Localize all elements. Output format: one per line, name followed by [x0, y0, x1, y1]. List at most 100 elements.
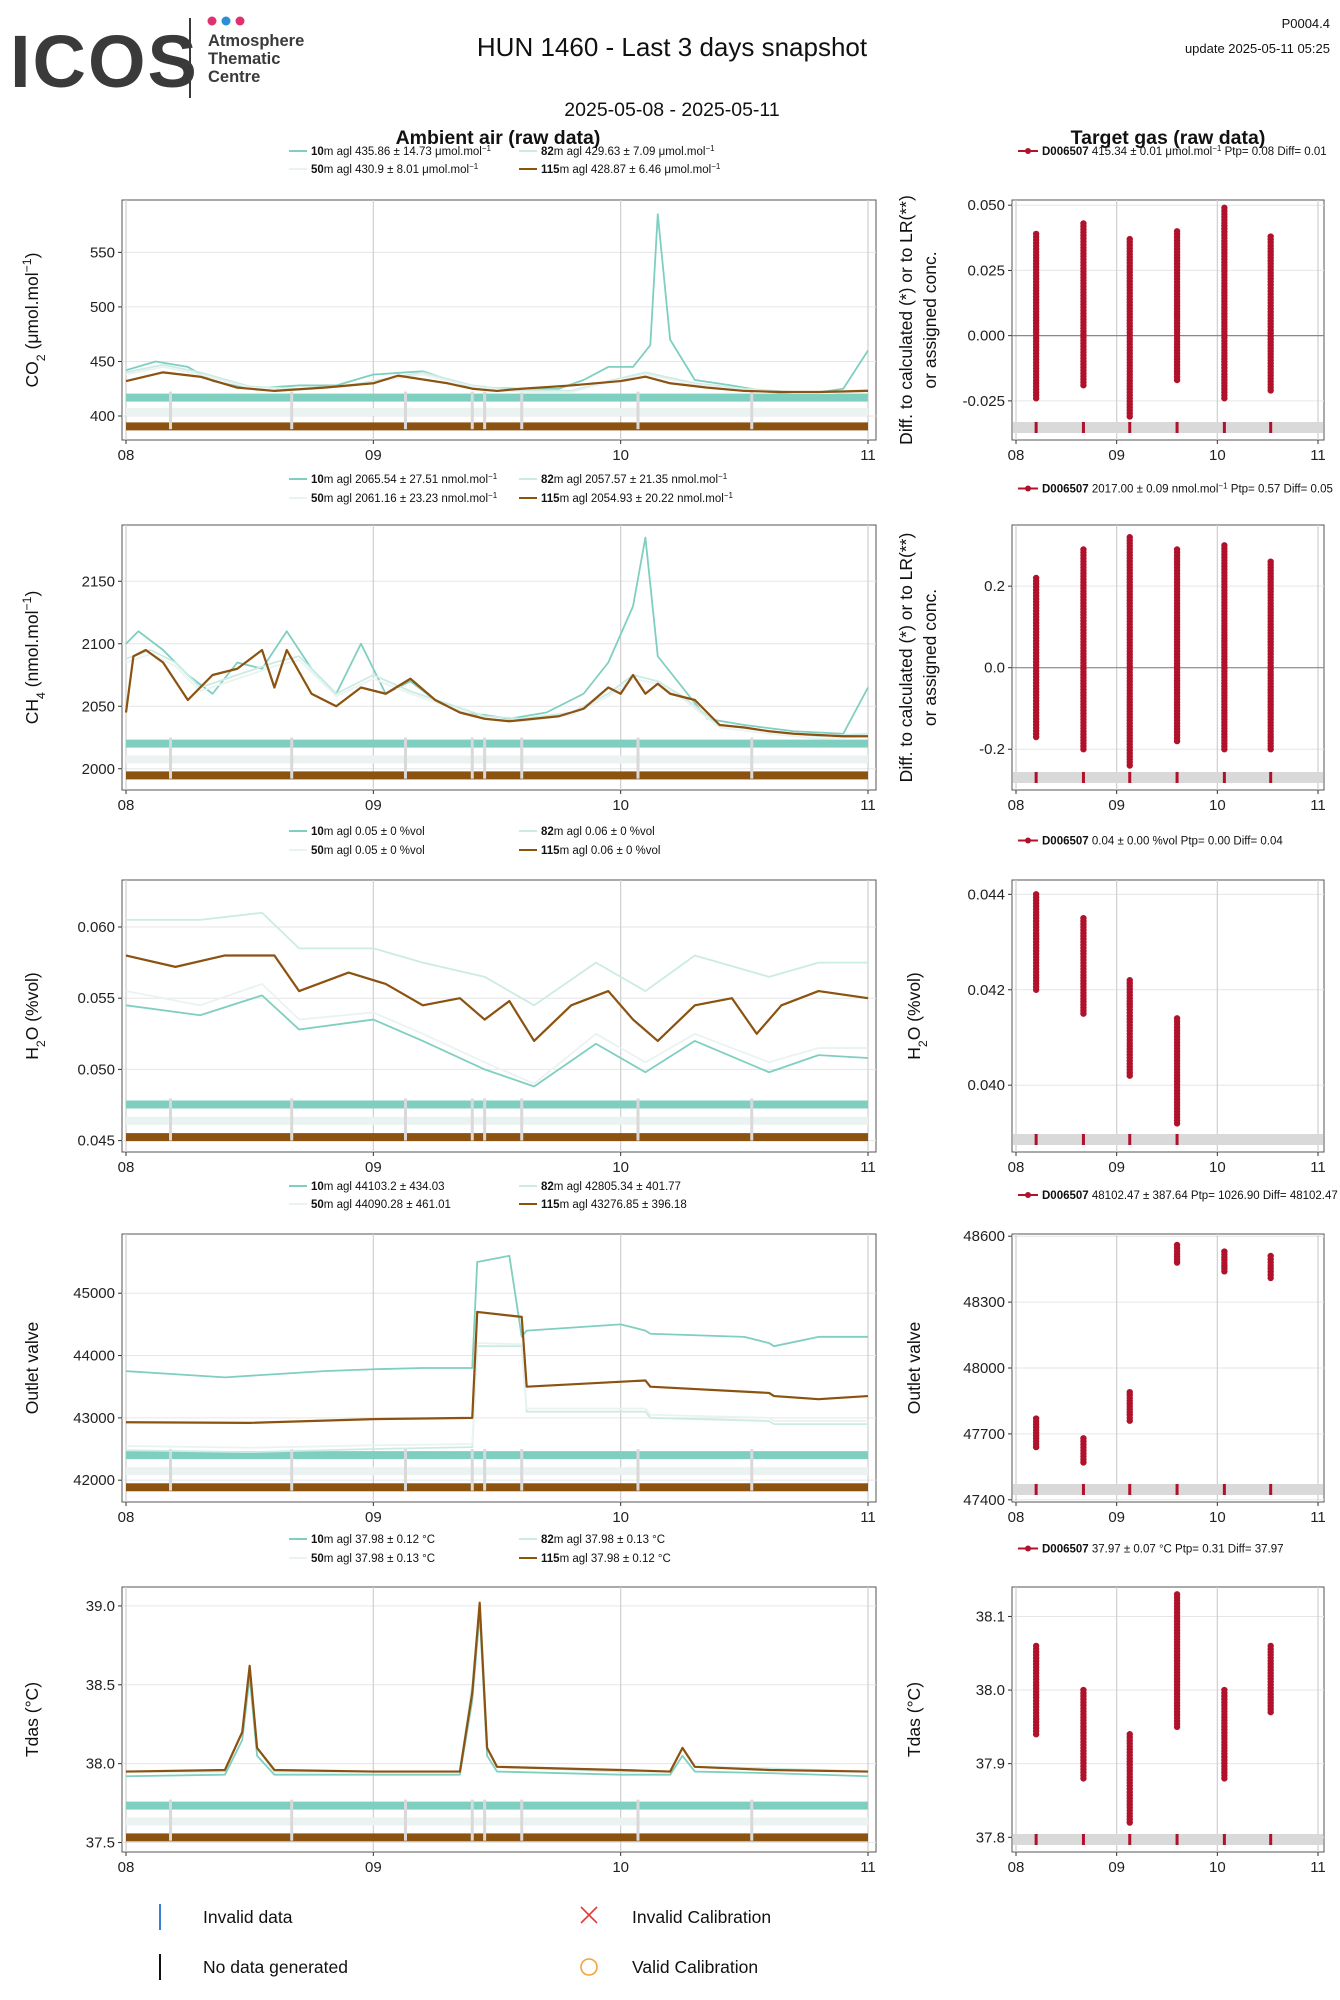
y-tick-label: 42000	[73, 1472, 115, 1489]
y-axis-label: Diff. to calculated (*) or to LR(**)	[896, 533, 916, 783]
legend-entry-target: D006507 415.34 ± 0.01 μmol.mol−1 Ptp= 0.…	[1042, 144, 1327, 159]
y-axis-label: H2O (%vol)	[904, 972, 930, 1060]
x-tick-label: 10	[1209, 447, 1226, 464]
x-tick-label: 09	[365, 1859, 382, 1876]
target-point	[1080, 1010, 1087, 1017]
calibration-band	[1013, 422, 1323, 433]
logo-line-2: Thematic	[208, 50, 280, 68]
legend-entry-82m: 82m agl 0.06 ± 0 %vol	[541, 826, 655, 838]
y-tick-label: 2000	[82, 761, 115, 778]
status-gap	[290, 1449, 294, 1491]
series-line-82m	[126, 911, 868, 1007]
status-bar-h50	[126, 1817, 868, 1826]
target-point	[1267, 1274, 1274, 1282]
x-tick-label: 10	[612, 1859, 629, 1876]
legend-entry-82m: 82m agl 42805.34 ± 401.77	[541, 1181, 681, 1193]
series-line-82m	[125, 363, 869, 393]
status-gap	[520, 1449, 524, 1491]
plot-frame	[1011, 879, 1325, 1153]
chart-co2_ambient: 400 450 500 550 08 09 10 11 CO2 (μmol.mol−1) 10m …	[20, 144, 877, 464]
charts: 400 450 500 550 08 09 10 11 CO2 (μmol.mol−1) 10m …	[20, 144, 1338, 1877]
legend-invalid-data: Invalid data	[203, 1907, 293, 1927]
chart-tdas_ambient: 37.5 38.0 38.5 39.0 08 09 10 11 Tdas (°C) 10m agl…	[22, 1534, 877, 1876]
target-point	[1126, 1072, 1133, 1079]
status-gap	[403, 1098, 407, 1141]
x-tick-label: 11	[1310, 1159, 1326, 1176]
y-axis-label: or assigned conc.	[920, 251, 940, 388]
x-tick-label: 11	[860, 447, 876, 464]
target-point	[1032, 395, 1040, 402]
y-tick-label: 43000	[73, 1410, 115, 1427]
status-bar-h10	[126, 1801, 868, 1810]
status-bar-h115	[126, 1483, 868, 1492]
y-tick-label: 39.0	[86, 1598, 115, 1615]
legend-entry-target: D006507 0.04 ± 0.00 %vol Ptp= 0.00 Diff=…	[1042, 836, 1283, 848]
header: ICOS Atmosphere Thematic Centre HUN 1460…	[10, 16, 1330, 149]
status-bar-h50	[126, 1467, 868, 1476]
calibration-band	[1013, 772, 1323, 783]
status-gap	[750, 391, 754, 430]
red-cross-icon	[580, 1906, 598, 1924]
y-axis-label: Diff. to calculated (*) or to LR(**)	[896, 195, 916, 445]
legend-key-point	[1025, 485, 1031, 492]
y-axis-label: Tdas (°C)	[904, 1682, 924, 1757]
status-bar-h50	[126, 755, 868, 764]
series-line-50m	[125, 652, 869, 740]
legend-entry-10m: 10m agl 44103.2 ± 434.03	[311, 1181, 445, 1193]
x-tick-label: 09	[365, 1509, 382, 1526]
x-tick-label: 10	[1209, 1159, 1226, 1176]
status-gap	[290, 391, 294, 430]
x-tick-label: 09	[1108, 797, 1125, 814]
target-section-title: Target gas (raw data)	[1071, 127, 1266, 149]
target-point	[1173, 737, 1181, 745]
y-axis-label: CO2 (μmol.mol−1)	[20, 253, 48, 388]
y-tick-label: 38.0	[86, 1756, 115, 1773]
target-point	[1080, 1459, 1087, 1466]
status-gap	[750, 737, 754, 779]
legend-entry-82m: 82m agl 37.98 ± 0.13 °C	[541, 1534, 665, 1546]
x-tick-label: 09	[365, 447, 382, 464]
status-gap	[483, 1098, 487, 1141]
x-tick-label: 09	[365, 1159, 382, 1176]
y-tick-label: 48000	[963, 1360, 1005, 1377]
date-range: 2025-05-08 - 2025-05-11	[564, 99, 779, 121]
legend-entry-115m: 115m agl 43276.85 ± 396.18	[541, 1199, 687, 1211]
target-point	[1032, 1731, 1040, 1738]
target-point	[1032, 986, 1040, 993]
legend-entry-82m: 82m agl 2057.57 ± 21.35 nmol.mol−1	[541, 472, 728, 487]
y-tick-label: 45000	[73, 1285, 115, 1302]
series-line-115m	[125, 1310, 869, 1424]
legend-entry-50m: 50m agl 44090.28 ± 461.01	[311, 1199, 451, 1211]
status-gap	[403, 1799, 407, 1841]
series-line-115m	[125, 954, 869, 1043]
status-bar-h115	[126, 1133, 868, 1142]
series-line-50m	[125, 1342, 868, 1449]
status-gap	[169, 1799, 173, 1841]
target-point	[1267, 387, 1274, 394]
y-tick-label: 47700	[963, 1426, 1005, 1443]
y-tick-label: 2050	[82, 698, 115, 715]
status-gap	[290, 1799, 294, 1841]
y-axis-label: Tdas (°C)	[22, 1682, 42, 1757]
legend-valid-calibration: Valid Calibration	[632, 1957, 758, 1977]
legend-entry-10m: 10m agl 435.86 ± 14.73 μmol.mol−1	[311, 144, 492, 159]
calibration-band	[1013, 1834, 1323, 1845]
legend-entry-10m: 10m agl 0.05 ± 0 %vol	[311, 826, 425, 838]
plot-frame	[121, 1586, 877, 1853]
y-tick-label: 38.1	[976, 1608, 1005, 1625]
legend-entry-target: D006507 2017.00 ± 0.09 nmol.mol−1 Ptp= 0…	[1042, 481, 1333, 496]
y-tick-label: 48300	[963, 1294, 1005, 1311]
y-tick-label: 0.044	[967, 886, 1005, 903]
x-tick-label: 11	[1310, 1509, 1326, 1526]
status-gap	[636, 1799, 640, 1841]
x-tick-label: 11	[860, 797, 876, 814]
y-tick-label: -0.2	[979, 741, 1005, 758]
status-gap	[470, 1799, 474, 1841]
logo-dot-pink	[207, 16, 217, 26]
logo-line-3: Centre	[208, 68, 260, 86]
status-gap	[520, 1098, 524, 1141]
status-bar-h115	[126, 771, 868, 780]
y-tick-label: 37.8	[976, 1829, 1005, 1846]
legend-entry-target: D006507 48102.47 ± 387.64 Ptp= 1026.90 D…	[1042, 1190, 1338, 1202]
y-tick-label: 0.040	[967, 1077, 1005, 1094]
